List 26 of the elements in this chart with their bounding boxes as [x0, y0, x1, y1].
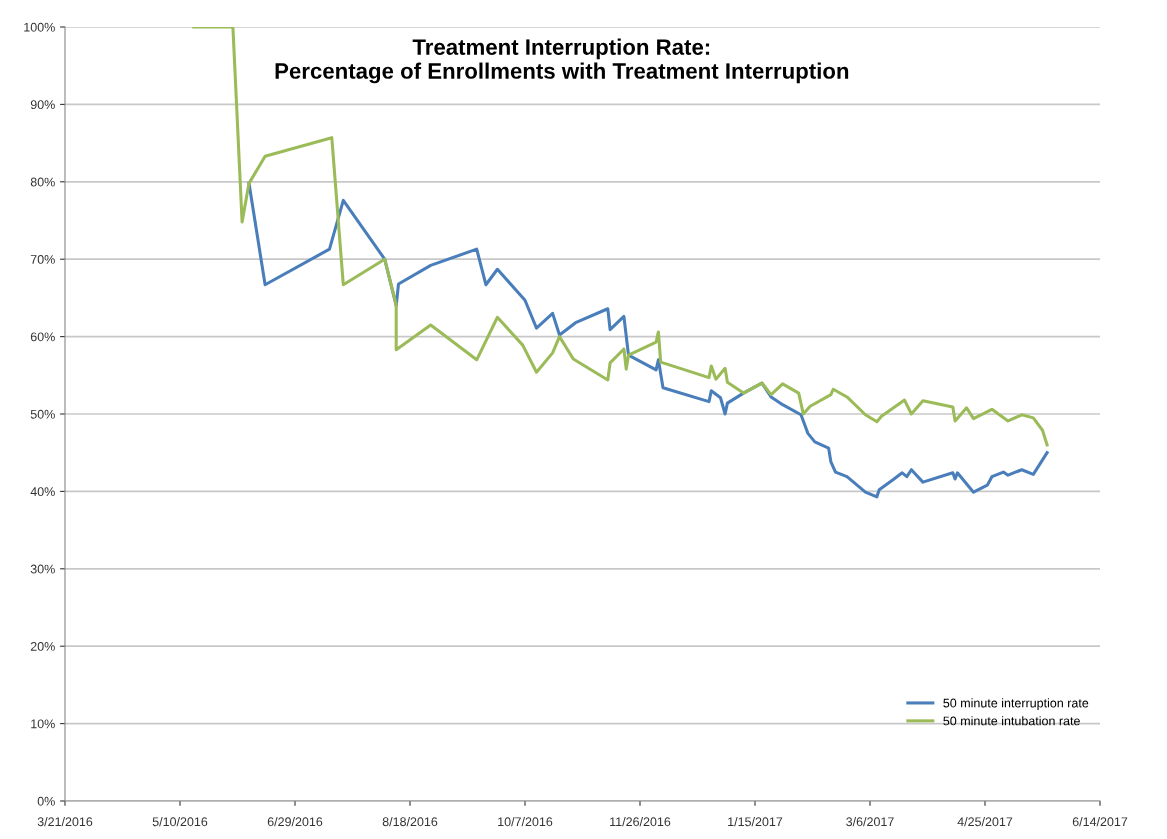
x-tick-label: 4/25/2017 [957, 816, 1013, 827]
legend-label: 50 minute interruption rate [943, 698, 1089, 710]
line-series [247, 181, 1049, 499]
x-tick-label: 6/29/2016 [267, 816, 323, 827]
legend-label: 50 minute intubation rate [943, 716, 1080, 726]
x-tick-label: 1/15/2017 [728, 816, 783, 827]
y-tick-label: 10% [31, 719, 55, 729]
y-tick-label: 50% [30, 409, 55, 419]
y-tick-label: 20% [30, 642, 55, 651]
x-tick-label: 5/10/2016 [152, 816, 208, 827]
text: Treatment Interruption Rate: Percentage of Enrollments with Treatment Interruption [275, 38, 849, 84]
y-tick-label: 90% [30, 100, 55, 110]
y-tick-label: 100% [24, 22, 55, 32]
line-series [192, 27, 1049, 447]
y-tick-label: 0% [37, 796, 55, 806]
y-tick-label: 80% [30, 177, 55, 187]
y-tick-label: 70% [30, 255, 55, 264]
x-tick-label: 3/21/2016 [37, 816, 93, 827]
x-tick-label: 11/26/2016 [610, 816, 671, 827]
x-tick-label: 6/14/2017 [1072, 816, 1128, 827]
x-tick-label: 3/6/2017 [846, 816, 894, 827]
y-tick-label: 30% [30, 564, 55, 574]
x-tick-label: 10/7/2016 [498, 816, 553, 827]
x-tick-label: 8/18/2016 [382, 816, 438, 827]
y-tick-label: 40% [30, 487, 55, 497]
y-tick-label: 60% [30, 332, 55, 342]
